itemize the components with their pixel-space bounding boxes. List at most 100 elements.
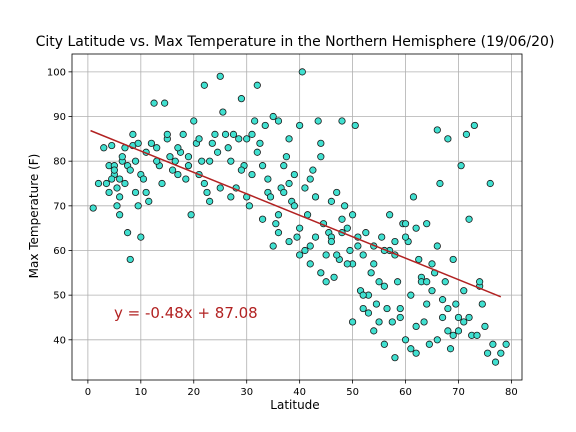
- regression-equation: y = -0.48x + 87.08: [114, 304, 258, 322]
- data-point: [483, 349, 492, 357]
- data-point: [460, 318, 468, 326]
- data-point: [94, 179, 103, 188]
- data-point: [285, 135, 293, 143]
- data-point: [184, 153, 193, 161]
- data-point: [184, 162, 193, 170]
- data-point: [293, 233, 301, 241]
- data-point: [412, 224, 420, 232]
- data-point: [322, 278, 330, 286]
- data-point: [227, 193, 235, 201]
- data-point: [401, 336, 410, 344]
- data-point: [216, 184, 224, 192]
- data-point: [235, 135, 243, 143]
- data-point: [258, 215, 267, 223]
- data-point: [208, 139, 216, 147]
- data-point: [206, 197, 214, 205]
- data-point: [375, 278, 383, 286]
- data-point: [282, 153, 291, 161]
- data-point: [359, 304, 367, 313]
- data-point: [351, 121, 359, 130]
- data-point: [168, 166, 177, 174]
- data-point: [301, 246, 309, 255]
- data-point: [296, 224, 304, 232]
- data-point: [113, 184, 121, 192]
- data-point: [118, 153, 126, 161]
- data-point: [213, 148, 222, 156]
- data-point: [412, 349, 420, 357]
- data-point: [314, 117, 322, 125]
- data-point: [134, 139, 142, 147]
- data-point: [338, 215, 346, 223]
- data-point: [116, 193, 124, 201]
- data-point: [476, 278, 484, 286]
- data-point: [227, 157, 235, 165]
- data-point: [444, 304, 452, 313]
- data-point: [253, 81, 261, 89]
- data-point: [470, 121, 478, 130]
- data-point: [280, 188, 288, 197]
- x-tick-label: 40: [293, 387, 306, 398]
- data-point: [123, 229, 132, 237]
- data-point: [198, 157, 206, 165]
- data-point: [261, 121, 269, 130]
- data-point: [211, 130, 219, 138]
- data-point: [153, 144, 161, 152]
- x-tick-label: 70: [452, 387, 465, 398]
- y-tick-label: 100: [47, 67, 66, 78]
- data-point: [195, 135, 203, 143]
- data-point: [444, 135, 452, 143]
- data-point: [317, 153, 325, 161]
- data-point: [428, 260, 436, 268]
- data-point: [396, 313, 404, 322]
- data-point: [465, 215, 473, 223]
- data-point: [311, 193, 320, 201]
- data-point: [253, 148, 261, 156]
- data-point: [330, 273, 338, 281]
- data-point: [423, 278, 431, 286]
- data-point: [481, 322, 489, 331]
- data-point: [290, 202, 298, 210]
- data-point: [311, 233, 320, 241]
- data-point: [150, 99, 158, 107]
- data-point: [269, 242, 277, 250]
- data-point: [161, 99, 169, 107]
- data-point: [415, 255, 423, 264]
- data-point: [478, 300, 486, 308]
- data-point: [388, 318, 396, 326]
- data-point: [200, 179, 208, 188]
- data-point: [139, 175, 148, 183]
- data-point: [200, 81, 208, 89]
- data-point: [473, 331, 481, 339]
- y-tick-label: 40: [53, 335, 66, 346]
- data-point: [306, 242, 314, 250]
- data-point: [423, 300, 431, 308]
- data-point: [285, 179, 293, 188]
- x-axis-label: Latitude: [270, 398, 319, 412]
- data-point: [237, 95, 246, 103]
- data-point: [433, 336, 441, 344]
- x-tick-label: 10: [134, 387, 147, 398]
- data-point: [489, 340, 497, 348]
- data-point: [359, 291, 367, 299]
- data-point: [454, 327, 463, 335]
- data-point: [131, 157, 140, 165]
- y-tick-label: 90: [53, 112, 66, 123]
- data-point: [317, 269, 325, 277]
- data-point: [243, 135, 251, 143]
- data-point: [457, 162, 465, 170]
- data-point: [433, 126, 441, 134]
- x-tick-label: 60: [399, 387, 412, 398]
- data-point: [113, 202, 121, 210]
- data-point: [206, 157, 214, 165]
- data-point: [163, 130, 171, 138]
- data-point: [412, 322, 420, 331]
- data-point: [142, 188, 150, 197]
- data-point: [274, 211, 283, 219]
- data-point: [301, 184, 309, 192]
- data-point: [333, 251, 341, 259]
- data-point: [174, 170, 182, 179]
- data-point: [229, 130, 238, 138]
- data-point: [100, 144, 108, 152]
- data-point: [454, 313, 463, 322]
- data-point: [89, 204, 97, 212]
